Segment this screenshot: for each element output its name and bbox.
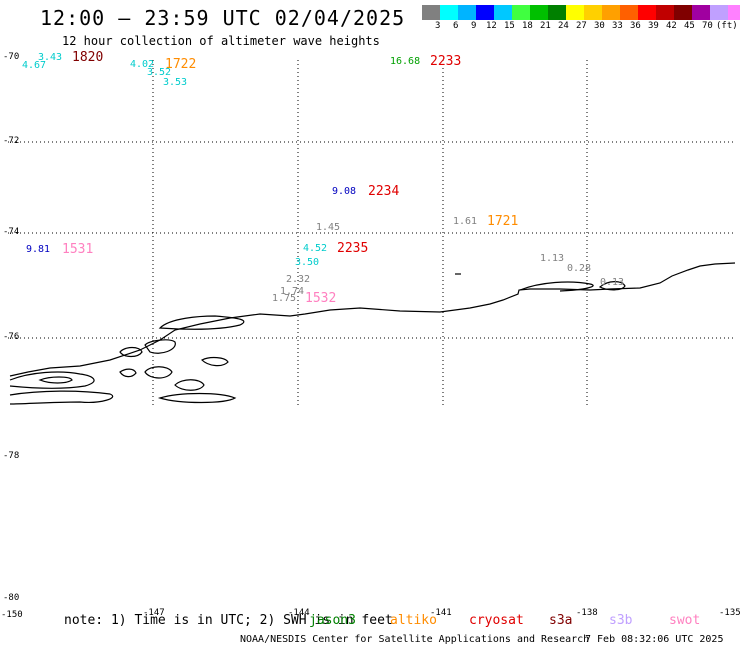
sat-altiko: altiko — [390, 613, 437, 628]
legend-swatch — [566, 5, 584, 20]
sat-s3a: s3a — [549, 613, 573, 628]
footer-note: note: 1) Time is in UTC; 2) SWH is in fe… — [64, 613, 393, 628]
legend-label: 27 — [576, 21, 587, 31]
legend-swatch — [710, 5, 728, 20]
lat-label-74: -74 — [3, 227, 20, 237]
lon-label-138: -138 — [576, 608, 598, 618]
obs-swh-label: 1.45 — [316, 222, 340, 233]
legend-label: 15 — [504, 21, 515, 31]
legend-swatch — [620, 5, 638, 20]
legend-label: 39 — [648, 21, 659, 31]
obs-swh-label: 16.68 — [390, 56, 420, 67]
obs-swh-label: 4.52 — [303, 243, 327, 254]
sat-jason3: jason3 — [309, 613, 356, 628]
legend-swatch — [602, 5, 620, 20]
obs-time-label: 1532 — [305, 291, 336, 306]
obs-time-label: 2234 — [368, 184, 399, 199]
obs-swh-label: 2.32 — [286, 274, 310, 285]
legend-swatch — [674, 5, 692, 20]
legend-label: 24 — [558, 21, 569, 31]
legend-label: 3 — [435, 21, 441, 31]
legend-label: 70 — [702, 21, 713, 31]
legend-label: 6 — [453, 21, 459, 31]
obs-swh-label: 0.13 — [600, 277, 624, 288]
legend-label: 42 — [666, 21, 677, 31]
obs-swh-label: 1.74 — [280, 286, 304, 297]
legend-label: 30 — [594, 21, 605, 31]
legend-swatch — [548, 5, 566, 20]
color-legend — [422, 5, 740, 20]
obs-swh-label: 4.02 — [130, 59, 154, 70]
page-title: 12:00 – 23:59 UTC 02/04/2025 — [40, 6, 406, 30]
legend-label: 9 — [471, 21, 477, 31]
lat-label-70: -70 — [3, 52, 20, 62]
obs-swh-label: 1.13 — [540, 253, 564, 264]
legend-label: 12 — [486, 21, 497, 31]
obs-swh-label: 3.43 — [38, 52, 62, 63]
lon-label-147: -147 — [143, 608, 165, 618]
obs-swh-label: 9.81 — [26, 244, 50, 255]
lon-label-141: -141 — [430, 608, 452, 618]
legend-swatch — [440, 5, 458, 20]
observation-layer: 1820 3.43 4.67 4.02 3.52 1722 3.53 16.68… — [22, 50, 624, 306]
legend-label: 33 — [612, 21, 623, 31]
lon-label-135: -135 — [719, 608, 740, 618]
legend-swatch — [656, 5, 674, 20]
lon-label-150: -150 — [1, 610, 23, 620]
legend-swatch — [494, 5, 512, 20]
legend-swatch — [422, 5, 440, 20]
obs-time-label: 1722 — [165, 57, 196, 72]
graticule — [8, 60, 735, 408]
legend-swatch — [692, 5, 710, 20]
legend-label: (ft) — [716, 21, 738, 31]
obs-swh-label: 9.08 — [332, 186, 356, 197]
lon-label-144: -144 — [288, 608, 310, 618]
obs-swh-label: 3.53 — [163, 77, 187, 88]
obs-swh-label: 0.28 — [567, 263, 591, 274]
credit-line: NOAA/NESDIS Center for Satellite Applica… — [240, 634, 590, 645]
sat-s3b: s3b — [609, 613, 633, 628]
page-subtitle: 12 hour collection of altimeter wave hei… — [62, 34, 380, 48]
obs-time-label: 1721 — [487, 214, 518, 229]
legend-label: 45 — [684, 21, 695, 31]
legend-label: 18 — [522, 21, 533, 31]
legend-swatch — [458, 5, 476, 20]
obs-time-label: 2235 — [337, 241, 368, 256]
sat-swot: swot — [669, 613, 701, 628]
legend-swatch — [476, 5, 494, 20]
legend-label: 36 — [630, 21, 641, 31]
lat-label-72: -72 — [3, 136, 20, 146]
obs-time-label: 2233 — [430, 54, 461, 69]
obs-swh-label: 1.61 — [453, 216, 477, 227]
legend-swatch — [638, 5, 656, 20]
obs-swh-label: 3.50 — [295, 257, 319, 268]
legend-swatch — [512, 5, 530, 20]
lat-label-76: -76 — [3, 332, 20, 342]
lat-label-78: -78 — [3, 451, 20, 461]
obs-swh-label: 1.75 — [272, 293, 296, 304]
legend-swatch — [530, 5, 548, 20]
legend-swatch — [728, 5, 740, 20]
generated-timestamp: 7 Feb 08:32:06 UTC 2025 — [585, 634, 724, 645]
legend-label: 21 — [540, 21, 551, 31]
obs-time-label: 1531 — [62, 242, 93, 257]
sat-cryosat: cryosat — [469, 613, 524, 628]
lat-label-80: -80 — [3, 593, 20, 603]
obs-time-label: 1820 — [72, 50, 103, 65]
coastline — [9, 262, 736, 405]
obs-swh-label: 4.67 — [22, 60, 46, 71]
obs-swh-label: 3.52 — [147, 67, 171, 78]
legend-swatch — [584, 5, 602, 20]
